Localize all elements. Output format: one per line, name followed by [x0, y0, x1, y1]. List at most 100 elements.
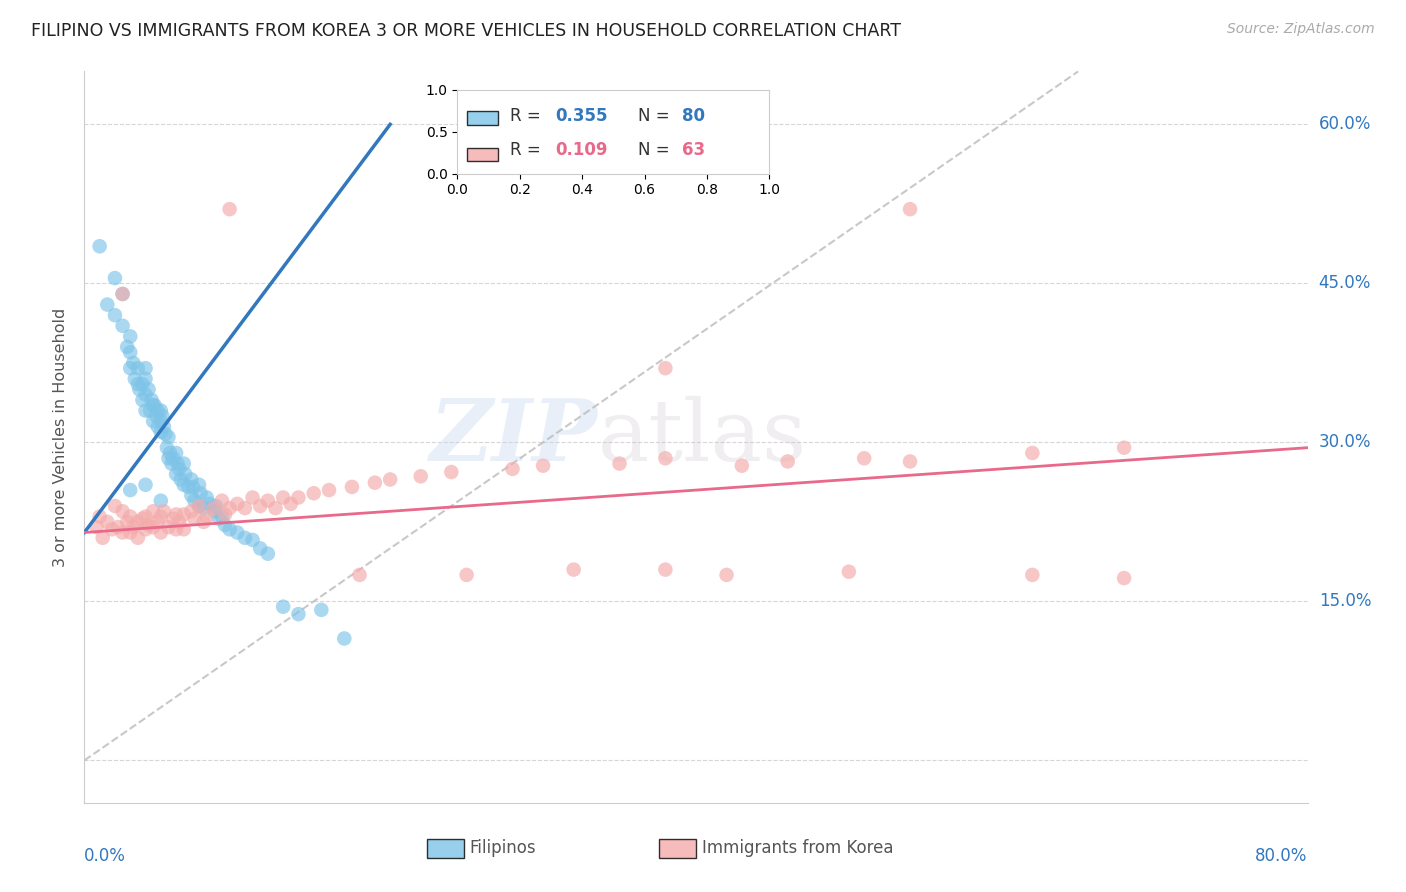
Text: FILIPINO VS IMMIGRANTS FROM KOREA 3 OR MORE VEHICLES IN HOUSEHOLD CORRELATION CH: FILIPINO VS IMMIGRANTS FROM KOREA 3 OR M…	[31, 22, 901, 40]
Point	[716, 567, 738, 582]
Point	[193, 501, 215, 516]
Point	[271, 491, 294, 505]
Point	[120, 525, 142, 540]
Point	[211, 493, 233, 508]
Point	[181, 480, 204, 494]
Point	[502, 462, 524, 476]
Y-axis label: 3 or more Vehicles in Household: 3 or more Vehicles in Household	[53, 308, 69, 566]
Point	[165, 467, 187, 482]
Point	[149, 425, 172, 439]
Point	[96, 297, 118, 311]
Point	[173, 508, 195, 522]
Point	[167, 462, 190, 476]
Point	[311, 603, 333, 617]
Point	[150, 409, 173, 423]
Point	[104, 271, 127, 285]
Point	[135, 403, 157, 417]
Point	[127, 531, 149, 545]
Point	[340, 480, 363, 494]
Point	[180, 473, 202, 487]
Point	[333, 632, 356, 646]
Point	[128, 383, 150, 397]
Point	[173, 477, 195, 491]
Point	[531, 458, 554, 473]
Point	[165, 446, 187, 460]
Text: 60.0%: 60.0%	[1319, 115, 1371, 134]
Point	[1021, 567, 1043, 582]
Point	[202, 501, 225, 516]
Point	[776, 454, 799, 468]
Point	[205, 499, 228, 513]
Point	[115, 515, 138, 529]
Point	[120, 483, 142, 497]
Point	[141, 392, 163, 407]
Point	[124, 372, 146, 386]
FancyBboxPatch shape	[427, 839, 464, 858]
Point	[149, 509, 172, 524]
Text: 45.0%: 45.0%	[1319, 275, 1371, 293]
Point	[131, 377, 153, 392]
Point	[318, 483, 340, 497]
Point	[165, 508, 187, 522]
Point	[218, 202, 240, 216]
Point	[195, 509, 218, 524]
Point	[242, 533, 264, 547]
Point	[167, 515, 190, 529]
Point	[135, 509, 157, 524]
Point	[898, 454, 921, 468]
Point	[183, 512, 205, 526]
Point	[211, 509, 233, 524]
Text: 30.0%: 30.0%	[1319, 434, 1371, 451]
Point	[127, 361, 149, 376]
Point	[1114, 441, 1136, 455]
Point	[177, 480, 200, 494]
Point	[853, 451, 876, 466]
Point	[249, 499, 271, 513]
Point	[86, 520, 108, 534]
Point	[173, 522, 195, 536]
Point	[609, 457, 631, 471]
Point	[160, 457, 183, 471]
Point	[138, 383, 160, 397]
Text: ZIP: ZIP	[430, 395, 598, 479]
Point	[456, 567, 478, 582]
Point	[280, 497, 302, 511]
Point	[257, 493, 280, 508]
Point	[149, 525, 172, 540]
Point	[104, 308, 127, 322]
Point	[111, 525, 134, 540]
Point	[122, 520, 145, 534]
Text: 0.0%: 0.0%	[84, 847, 127, 864]
Point	[159, 446, 181, 460]
Point	[120, 345, 142, 359]
Point	[111, 287, 134, 301]
Point	[153, 419, 176, 434]
Point	[170, 473, 193, 487]
Point	[264, 501, 287, 516]
Point	[156, 441, 179, 455]
Point	[183, 493, 205, 508]
Point	[139, 403, 162, 417]
Text: Source: ZipAtlas.com: Source: ZipAtlas.com	[1227, 22, 1375, 37]
Point	[188, 499, 211, 513]
Point	[96, 515, 118, 529]
Point	[115, 340, 138, 354]
Point	[180, 488, 202, 502]
Point	[146, 403, 169, 417]
Point	[364, 475, 387, 490]
Point	[233, 531, 256, 545]
Point	[654, 361, 676, 376]
Point	[142, 414, 165, 428]
Point	[146, 515, 169, 529]
Point	[242, 491, 264, 505]
Text: Filipinos: Filipinos	[470, 839, 536, 857]
Point	[89, 509, 111, 524]
Point	[138, 518, 160, 533]
Point	[380, 473, 402, 487]
Point	[142, 504, 165, 518]
Point	[1114, 571, 1136, 585]
Point	[271, 599, 294, 614]
Point	[111, 504, 134, 518]
Point	[214, 518, 236, 533]
Text: 80.0%: 80.0%	[1256, 847, 1308, 864]
